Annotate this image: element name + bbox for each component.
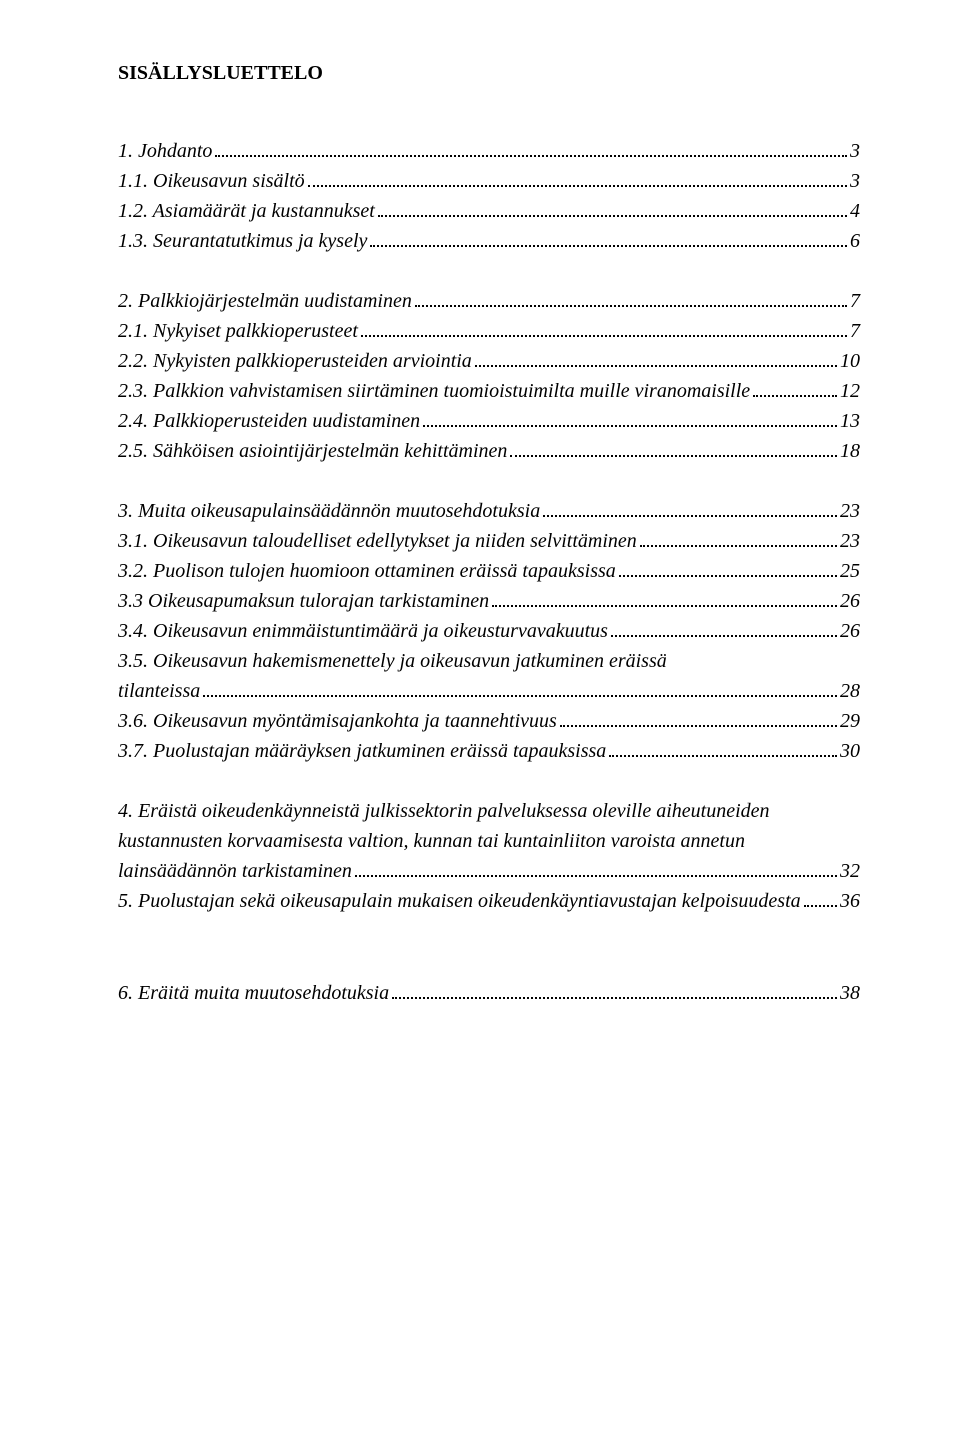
toc-entry: 1. Johdanto 3 bbox=[118, 136, 860, 166]
toc-leader bbox=[510, 444, 837, 457]
toc-label: 2.3. Palkkion vahvistamisen siirtäminen … bbox=[118, 376, 750, 406]
toc-leader bbox=[753, 384, 837, 397]
toc-label: 3.7. Puolustajan määräyksen jatkuminen e… bbox=[118, 736, 606, 766]
toc-leader bbox=[611, 624, 837, 637]
toc-entry-wrap: 4. Eräistä oikeudenkäynneistä julkissekt… bbox=[118, 796, 860, 826]
toc-label: 2.1. Nykyiset palkkioperusteet bbox=[118, 316, 358, 346]
toc-page: 3 bbox=[850, 136, 860, 166]
section-gap bbox=[118, 916, 860, 978]
toc-entry: 3.7. Puolustajan määräyksen jatkuminen e… bbox=[118, 736, 860, 766]
toc-label: lainsäädännön tarkistaminen bbox=[118, 856, 352, 886]
toc-page: 4 bbox=[850, 196, 860, 226]
toc-leader bbox=[370, 234, 847, 247]
toc-page: 36 bbox=[840, 886, 860, 916]
toc-page: 26 bbox=[840, 586, 860, 616]
toc-page: 13 bbox=[840, 406, 860, 436]
toc-page: 10 bbox=[840, 346, 860, 376]
page-title: SISÄLLYSLUETTELO bbox=[118, 58, 860, 88]
toc-leader bbox=[355, 864, 837, 877]
toc-entry: 1.3. Seurantatutkimus ja kysely 6 bbox=[118, 226, 860, 256]
section-gap bbox=[118, 766, 860, 796]
toc-entry: 1.2. Asiamäärät ja kustannukset 4 bbox=[118, 196, 860, 226]
toc-leader bbox=[609, 744, 837, 757]
toc-label: 2. Palkkiojärjestelmän uudistaminen bbox=[118, 286, 412, 316]
toc-label: 1.3. Seurantatutkimus ja kysely bbox=[118, 226, 367, 256]
toc-entry: 6. Eräitä muita muutosehdotuksia 38 bbox=[118, 978, 860, 1008]
section-gap bbox=[118, 256, 860, 286]
toc-label: 6. Eräitä muita muutosehdotuksia bbox=[118, 978, 389, 1008]
toc-leader bbox=[492, 594, 837, 607]
toc-label: 3.1. Oikeusavun taloudelliset edellytyks… bbox=[118, 526, 637, 556]
toc-entry: 2.2. Nykyisten palkkioperusteiden arvioi… bbox=[118, 346, 860, 376]
toc-entry: 2. Palkkiojärjestelmän uudistaminen 7 bbox=[118, 286, 860, 316]
section-gap bbox=[118, 466, 860, 496]
toc-entry-wrap: 3.5. Oikeusavun hakemismenettely ja oike… bbox=[118, 646, 860, 676]
toc-leader bbox=[215, 144, 847, 157]
toc-leader bbox=[203, 684, 837, 697]
toc-label: 3. Muita oikeusapulainsäädännön muutoseh… bbox=[118, 496, 540, 526]
toc-entry: 1.1. Oikeusavun sisältö 3 bbox=[118, 166, 860, 196]
toc-leader bbox=[378, 204, 847, 217]
toc-page: 23 bbox=[840, 496, 860, 526]
toc-page: 38 bbox=[840, 978, 860, 1008]
toc-entry: 3.6. Oikeusavun myöntämisajankohta ja ta… bbox=[118, 706, 860, 736]
toc-page: 28 bbox=[840, 676, 860, 706]
toc-entry: 2.1. Nykyiset palkkioperusteet 7 bbox=[118, 316, 860, 346]
toc-page: 7 bbox=[850, 316, 860, 346]
toc-label: 2.4. Palkkioperusteiden uudistaminen bbox=[118, 406, 420, 436]
toc-leader bbox=[361, 324, 847, 337]
toc-page: 30 bbox=[840, 736, 860, 766]
toc-page: 7 bbox=[850, 286, 860, 316]
toc-entry: 2.4. Palkkioperusteiden uudistaminen 13 bbox=[118, 406, 860, 436]
toc-leader bbox=[423, 414, 837, 427]
toc-leader bbox=[640, 534, 837, 547]
toc-page: 18 bbox=[840, 436, 860, 466]
toc-leader bbox=[619, 564, 837, 577]
toc-page: 26 bbox=[840, 616, 860, 646]
toc-page: 25 bbox=[840, 556, 860, 586]
toc-label: tilanteissa bbox=[118, 676, 200, 706]
toc-entry: 2.5. Sähköisen asiointijärjestelmän kehi… bbox=[118, 436, 860, 466]
toc-entry: 2.3. Palkkion vahvistamisen siirtäminen … bbox=[118, 376, 860, 406]
toc-label: 3.3 Oikeusapumaksun tulorajan tarkistami… bbox=[118, 586, 489, 616]
toc-label: 1. Johdanto bbox=[118, 136, 212, 166]
toc-label: 3.2. Puolison tulojen huomioon ottaminen… bbox=[118, 556, 616, 586]
toc-leader bbox=[308, 174, 847, 187]
toc-leader bbox=[543, 504, 837, 517]
toc-label: 3.6. Oikeusavun myöntämisajankohta ja ta… bbox=[118, 706, 557, 736]
toc-label: 2.2. Nykyisten palkkioperusteiden arvioi… bbox=[118, 346, 472, 376]
toc-entry: 3.1. Oikeusavun taloudelliset edellytyks… bbox=[118, 526, 860, 556]
toc-label: 2.5. Sähköisen asiointijärjestelmän kehi… bbox=[118, 436, 507, 466]
toc-label: 1.2. Asiamäärät ja kustannukset bbox=[118, 196, 375, 226]
toc-leader bbox=[804, 894, 837, 907]
toc-entry: 3. Muita oikeusapulainsäädännön muutoseh… bbox=[118, 496, 860, 526]
toc-page: 12 bbox=[840, 376, 860, 406]
toc-page: 32 bbox=[840, 856, 860, 886]
toc-entry: 3.3 Oikeusapumaksun tulorajan tarkistami… bbox=[118, 586, 860, 616]
toc-label: 1.1. Oikeusavun sisältö bbox=[118, 166, 305, 196]
toc-leader bbox=[392, 986, 837, 999]
toc-entry: 3.2. Puolison tulojen huomioon ottaminen… bbox=[118, 556, 860, 586]
toc-page: 6 bbox=[850, 226, 860, 256]
toc-page: 23 bbox=[840, 526, 860, 556]
toc-entry: tilanteissa 28 bbox=[118, 676, 860, 706]
toc-page: 3 bbox=[850, 166, 860, 196]
toc-entry: 5. Puolustajan sekä oikeusapulain mukais… bbox=[118, 886, 860, 916]
toc-leader bbox=[415, 294, 847, 307]
toc-entry: 3.4. Oikeusavun enimmäistuntimäärä ja oi… bbox=[118, 616, 860, 646]
toc-entry: lainsäädännön tarkistaminen 32 bbox=[118, 856, 860, 886]
toc-label: 3.4. Oikeusavun enimmäistuntimäärä ja oi… bbox=[118, 616, 608, 646]
toc-leader bbox=[560, 714, 837, 727]
toc-leader bbox=[475, 354, 837, 367]
toc-page: 29 bbox=[840, 706, 860, 736]
toc-label: 5. Puolustajan sekä oikeusapulain mukais… bbox=[118, 886, 801, 916]
toc-entry-wrap: kustannusten korvaamisesta valtion, kunn… bbox=[118, 826, 860, 856]
